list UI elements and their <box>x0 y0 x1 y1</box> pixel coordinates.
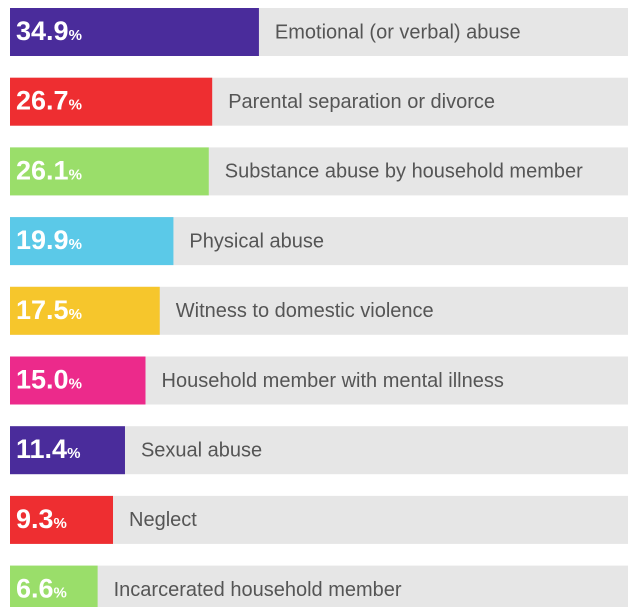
bar <box>10 286 160 335</box>
value-label: 6.6% <box>16 574 67 604</box>
category-label: Sexual abuse <box>141 439 262 461</box>
bar-track <box>10 565 628 607</box>
bar <box>10 77 213 126</box>
value-label: 19.9% <box>16 225 82 255</box>
bar <box>10 217 174 266</box>
category-label: Parental separation or divorce <box>228 91 495 113</box>
category-label: Substance abuse by household member <box>225 161 583 183</box>
bar <box>10 495 114 544</box>
category-label: Emotional (or verbal) abuse <box>275 21 521 43</box>
category-label: Incarcerated household member <box>114 579 402 601</box>
category-label: Neglect <box>129 509 197 531</box>
value-label: 17.5% <box>16 295 82 325</box>
value-label: 34.9% <box>16 16 82 46</box>
bar <box>10 426 125 475</box>
value-label: 11.4% <box>16 434 80 464</box>
bar <box>10 356 146 405</box>
category-label: Physical abuse <box>189 230 324 252</box>
value-label: 9.3% <box>16 504 67 534</box>
category-label: Household member with mental illness <box>162 370 504 392</box>
category-label: Witness to domestic violence <box>176 300 434 322</box>
value-label: 15.0% <box>16 365 82 395</box>
bar <box>10 565 98 607</box>
bar <box>10 8 259 56</box>
value-label: 26.1% <box>16 156 82 186</box>
bar <box>10 147 209 196</box>
value-label: 26.7% <box>16 86 82 116</box>
